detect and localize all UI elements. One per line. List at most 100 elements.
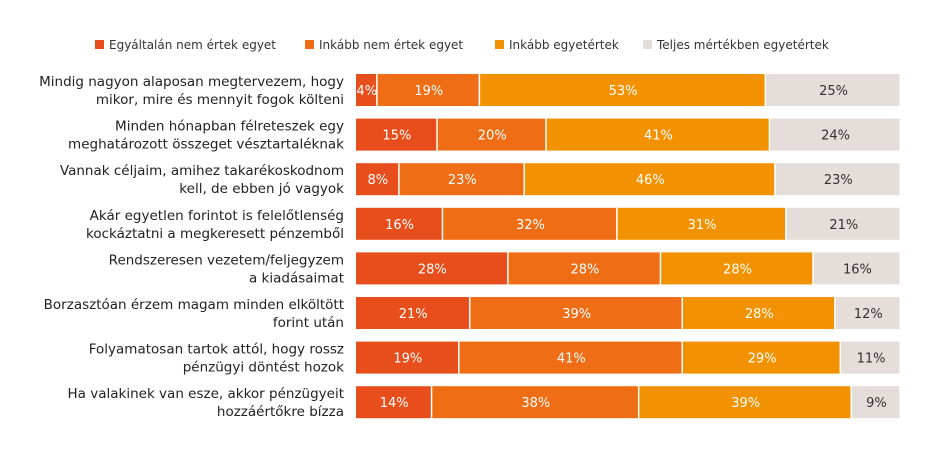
data-label: 23% <box>448 173 477 188</box>
bar-segment <box>683 341 840 374</box>
category-label-line: mikor, mire és mennyit fogok költeni <box>96 92 344 108</box>
data-label: 32% <box>516 218 545 233</box>
data-label: 21% <box>399 307 428 322</box>
legend-label: Egyáltalán nem értek egyet <box>109 38 276 52</box>
category-label-line: kell, de ebben jó vagyok <box>179 181 344 197</box>
bar-segment <box>443 207 617 240</box>
legend-label: Inkább egyetértek <box>509 38 619 52</box>
category-labels: Mindig nagyon alaposan megtervezem, hogy… <box>39 74 344 420</box>
bar-segment <box>356 297 469 329</box>
legend-item: Inkább egyetértek <box>495 38 619 52</box>
category-label: Folyamatosan tartok attól, hogy rossz pén… <box>89 342 344 376</box>
legend-item: Inkább nem értek egyet <box>305 38 463 52</box>
category-label: Ha valakinek van esze, akkor pénzügyeit h… <box>68 386 344 420</box>
data-label: 19% <box>414 84 443 99</box>
data-label: 8% <box>367 173 388 188</box>
category-label-line: Borzasztóan érzem magam minden elköltött <box>44 297 344 313</box>
data-label: 28% <box>723 262 752 277</box>
data-label: 53% <box>609 84 638 99</box>
bar-segment <box>356 118 437 151</box>
data-label: 4% <box>356 84 377 99</box>
data-label: 16% <box>843 262 872 277</box>
category-label-line: kockáztatni a megkeresett pénzemből <box>86 226 344 242</box>
bar-segment <box>356 341 459 374</box>
category-label: Minden hónapban félreteszek egy meghatáro… <box>68 119 344 153</box>
bar-segment <box>524 163 775 196</box>
data-label: 20% <box>478 129 507 144</box>
bar-segment <box>813 252 900 285</box>
category-label-line: meghatározott összeget vésztartaléknak <box>68 137 344 153</box>
data-label: 24% <box>821 129 850 144</box>
category-label-line: pénzügyi döntést hozok <box>183 360 344 376</box>
data-label: 41% <box>644 129 673 144</box>
bar-segment <box>470 297 682 329</box>
data-label: 16% <box>385 218 414 233</box>
bar-segment <box>356 74 377 106</box>
category-label: Borzasztóan érzem magam minden elköltött… <box>44 297 344 331</box>
data-label: 28% <box>418 262 447 277</box>
bar-segment <box>639 386 851 419</box>
data-label: 12% <box>854 307 883 322</box>
data-label: 15% <box>382 129 411 144</box>
data-label: 9% <box>866 396 887 411</box>
data-label: 41% <box>557 352 586 367</box>
data-label: 39% <box>562 307 591 322</box>
bar-segment <box>508 252 660 285</box>
chart-legend: Egyáltalán nem értek egyet Inkább nem ért… <box>95 38 829 52</box>
bar-segment <box>356 163 399 196</box>
bar-segment <box>770 118 900 151</box>
bar-segment <box>835 297 900 329</box>
legend-item: Teljes mértékben egyetértek <box>643 38 829 52</box>
category-label-line: forint után <box>273 315 344 331</box>
bar-segment <box>480 74 765 106</box>
data-label: 28% <box>745 307 774 322</box>
data-label: 31% <box>688 218 717 233</box>
data-label: 46% <box>636 173 665 188</box>
legend-label: Teljes mértékben egyetértek <box>656 38 829 52</box>
category-label-line: Vannak céljaim, amihez takarékoskodnom <box>60 163 344 179</box>
category-label: Akár egyetlen forintot is felelőtlenség k… <box>86 208 344 242</box>
legend-swatch <box>95 40 104 49</box>
category-label-line: Rendszeresen vezetem/feljegyzem <box>109 252 344 268</box>
data-label: 21% <box>829 218 858 233</box>
bar-segment <box>786 207 900 240</box>
legend-label: Inkább nem értek egyet <box>319 38 463 52</box>
category-label-line: Ha valakinek van esze, akkor pénzügyeit <box>68 386 344 402</box>
category-label-line: a kiadásaimat <box>249 270 344 286</box>
category-label-line: hozzáértőkre bízza <box>217 404 344 420</box>
bar-segment <box>661 252 813 285</box>
bar-segment <box>459 341 682 374</box>
legend-item: Egyáltalán nem értek egyet <box>95 38 276 52</box>
data-label: 39% <box>731 396 760 411</box>
bar-segment <box>841 341 900 374</box>
data-label: 11% <box>857 352 886 367</box>
data-label: 23% <box>824 173 853 188</box>
data-label: 38% <box>521 396 550 411</box>
data-label: 28% <box>570 262 599 277</box>
category-label-line: Akár egyetlen forintot is felelőtlenség <box>90 208 344 224</box>
bar-segment <box>356 207 442 240</box>
bar-segment <box>617 207 786 240</box>
data-label: 29% <box>748 352 777 367</box>
legend-swatch <box>495 40 504 49</box>
category-label-line: Mindig nagyon alaposan megtervezem, hogy <box>39 74 344 90</box>
category-label: Rendszeresen vezetem/feljegyzem a kiadása… <box>109 252 344 286</box>
bar-segment <box>851 386 900 419</box>
bar-segment <box>432 386 638 419</box>
bar-segment <box>356 252 508 285</box>
bar-segment <box>399 163 524 196</box>
legend-swatch <box>643 40 652 49</box>
data-label: 14% <box>380 396 409 411</box>
legend-swatch <box>305 40 314 49</box>
bar-segment <box>683 297 835 329</box>
category-label: Vannak céljaim, amihez takarékoskodnom ke… <box>60 163 344 197</box>
bar-segment <box>356 386 431 419</box>
bar-segment <box>377 74 479 106</box>
bar-segment <box>775 163 900 196</box>
category-label-line: Folyamatosan tartok attól, hogy rossz <box>89 342 344 358</box>
bar-segment <box>546 118 769 151</box>
category-label: Mindig nagyon alaposan megtervezem, hogy… <box>39 74 344 108</box>
data-label: 19% <box>393 352 422 367</box>
chart-bars: 4% 19% 53% 25% 15% 20% 41% 24% 8% 23% 46% 23% 16% 32%… <box>356 74 900 419</box>
